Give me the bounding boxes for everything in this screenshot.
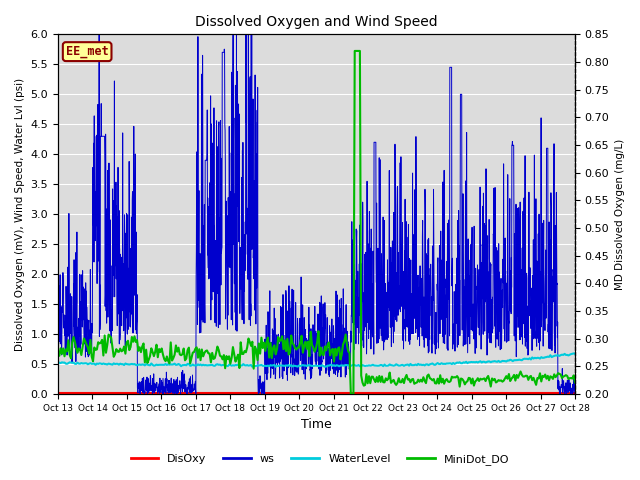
Title: Dissolved Oxygen and Wind Speed: Dissolved Oxygen and Wind Speed — [195, 15, 438, 29]
X-axis label: Time: Time — [301, 419, 332, 432]
Y-axis label: Dissolved Oxygen (mV), Wind Speed, Water Lvl (psi): Dissolved Oxygen (mV), Wind Speed, Water… — [15, 78, 25, 351]
Y-axis label: MD Dissolved Oxygen (mg/L): MD Dissolved Oxygen (mg/L) — [615, 139, 625, 290]
Legend: DisOxy, ws, WaterLevel, MiniDot_DO: DisOxy, ws, WaterLevel, MiniDot_DO — [126, 450, 514, 469]
Text: EE_met: EE_met — [66, 45, 109, 58]
